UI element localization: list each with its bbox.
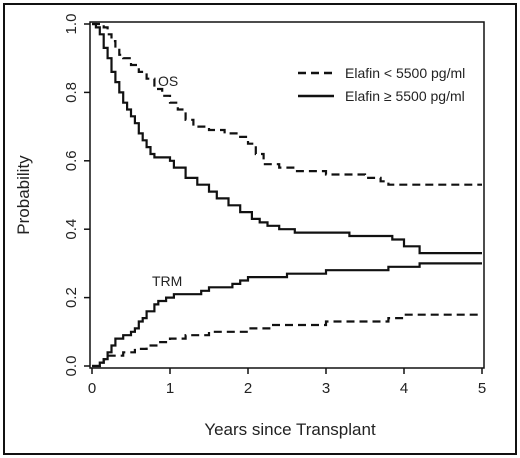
y-tick-label: 0.8 [63,82,80,103]
x-tick-label: 1 [166,380,174,397]
y-tick-label: 0.2 [63,287,80,308]
series-layer [92,22,482,368]
y-tick-label: 0.6 [63,150,80,171]
series-line-os-low-elafin [92,22,482,186]
x-axis: 0 1 2 3 4 5 [88,368,486,397]
annotation-trm: TRM [152,273,182,289]
y-tick-label: 0.0 [63,356,80,377]
legend: Elafin < 5500 pg/ml Elafin ≥ 5500 pg/ml [298,65,465,104]
legend-label-low: Elafin < 5500 pg/ml [345,65,465,81]
x-axis-label: Years since Transplant [204,420,376,439]
x-tick-label: 5 [478,380,486,397]
y-tick-label: 0.4 [63,219,80,240]
legend-label-high: Elafin ≥ 5500 pg/ml [345,88,465,104]
x-tick-label: 2 [244,380,252,397]
x-tick-label: 0 [88,380,96,397]
x-tick-label: 3 [322,380,330,397]
y-axis: 0.0 0.2 0.4 0.6 0.8 1.0 [63,14,90,377]
series-line-trm-high-elafin [92,262,482,368]
y-tick-label: 1.0 [63,14,80,35]
x-tick-label: 4 [400,380,408,397]
y-axis-label: Probability [14,155,33,235]
series-line-os-high-elafin [92,22,482,255]
annotation-os: OS [158,73,178,89]
plot-area-frame [89,21,485,369]
